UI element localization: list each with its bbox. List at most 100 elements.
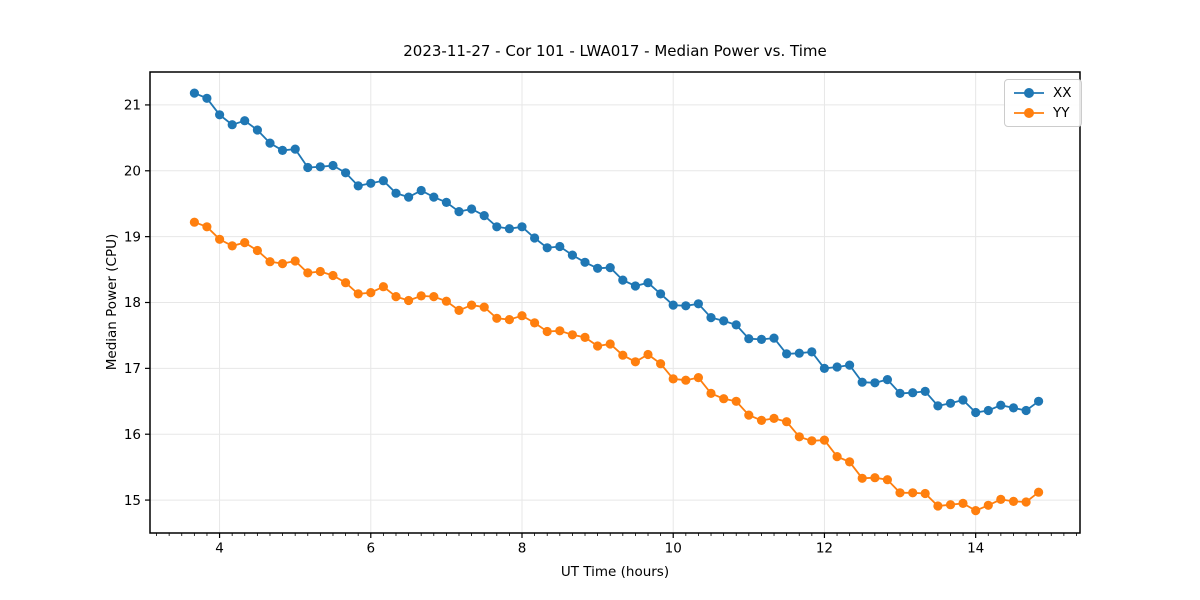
data-point bbox=[605, 263, 615, 273]
series-line-xx bbox=[194, 92, 1040, 414]
data-point bbox=[681, 375, 691, 385]
data-point bbox=[668, 374, 678, 384]
data-point bbox=[731, 396, 741, 406]
data-point bbox=[567, 330, 578, 340]
data-point bbox=[341, 278, 351, 288]
data-point bbox=[630, 281, 641, 291]
data-point bbox=[920, 386, 930, 396]
data-point bbox=[593, 341, 603, 351]
data-point bbox=[555, 326, 565, 336]
data-point bbox=[719, 316, 729, 326]
chart-title: 2023-11-27 - Cor 101 - LWA017 - Median P… bbox=[403, 42, 827, 60]
data-point bbox=[807, 347, 817, 357]
y-axis: 15 16 17 18 19 20 21 bbox=[124, 98, 150, 509]
y-tick-label: 21 bbox=[124, 98, 141, 114]
data-point bbox=[366, 288, 376, 298]
data-point bbox=[555, 241, 565, 252]
data-point bbox=[517, 311, 527, 321]
series-line-yy bbox=[194, 221, 1040, 512]
data-point bbox=[794, 432, 804, 442]
data-point bbox=[454, 305, 464, 315]
data-point bbox=[782, 417, 792, 427]
data-point bbox=[240, 116, 250, 126]
data-point bbox=[315, 266, 325, 277]
data-point bbox=[933, 501, 943, 511]
data-point bbox=[227, 120, 237, 130]
data-point bbox=[857, 473, 867, 483]
data-point bbox=[517, 222, 527, 232]
x-axis: 4 6 8 10 12 14 bbox=[215, 533, 984, 557]
data-point bbox=[630, 357, 641, 367]
data-point bbox=[794, 348, 804, 358]
data-point bbox=[215, 110, 225, 120]
data-point bbox=[504, 224, 514, 234]
data-point bbox=[983, 405, 993, 416]
data-point bbox=[706, 388, 716, 398]
y-tick-label: 19 bbox=[124, 229, 141, 245]
data-point bbox=[1034, 487, 1044, 497]
data-point bbox=[882, 475, 893, 485]
data-point bbox=[404, 192, 414, 202]
data-point bbox=[429, 292, 439, 302]
legend-label-xx: XX bbox=[1053, 85, 1072, 101]
data-point bbox=[189, 217, 199, 227]
data-point bbox=[996, 494, 1006, 504]
data-point bbox=[328, 160, 338, 171]
data-point bbox=[1008, 496, 1019, 506]
data-point bbox=[252, 125, 262, 135]
data-point bbox=[882, 375, 893, 385]
data-point bbox=[605, 339, 615, 349]
y-tick-label: 15 bbox=[124, 493, 141, 509]
data-point bbox=[467, 300, 477, 310]
data-point bbox=[996, 400, 1006, 410]
data-point bbox=[782, 349, 792, 359]
data-point bbox=[215, 234, 225, 244]
data-point bbox=[945, 500, 956, 510]
data-point bbox=[681, 301, 691, 311]
data-point bbox=[467, 204, 477, 214]
data-point bbox=[328, 270, 338, 281]
data-point bbox=[441, 197, 451, 207]
data-point bbox=[290, 256, 300, 266]
data-point bbox=[693, 299, 704, 309]
data-point bbox=[277, 259, 288, 269]
data-point bbox=[618, 275, 628, 285]
data-point bbox=[857, 377, 867, 387]
data-point bbox=[227, 241, 237, 251]
data-point bbox=[202, 222, 212, 232]
data-point bbox=[378, 176, 388, 186]
data-point bbox=[971, 407, 981, 418]
data-point bbox=[303, 162, 313, 173]
data-point bbox=[895, 388, 905, 398]
data-point bbox=[870, 473, 880, 483]
y-tick-label: 16 bbox=[124, 427, 141, 443]
data-point bbox=[580, 257, 590, 267]
axes-box bbox=[149, 71, 1081, 534]
legend-line-marker-icon bbox=[1014, 108, 1044, 118]
data-point bbox=[832, 362, 842, 372]
data-point bbox=[895, 488, 905, 498]
data-point bbox=[202, 93, 212, 103]
data-point bbox=[277, 145, 288, 155]
data-point bbox=[769, 413, 779, 423]
data-point bbox=[845, 360, 855, 370]
data-point bbox=[593, 263, 603, 273]
data-point bbox=[240, 238, 250, 248]
data-point bbox=[479, 302, 489, 312]
data-point bbox=[731, 320, 741, 330]
data-point bbox=[366, 178, 376, 188]
data-point bbox=[1021, 497, 1031, 507]
data-point bbox=[542, 326, 552, 337]
data-point bbox=[492, 313, 502, 323]
data-point bbox=[819, 435, 830, 445]
data-point bbox=[341, 168, 351, 178]
data-point bbox=[580, 332, 590, 342]
data-point bbox=[618, 350, 628, 360]
gridlines bbox=[150, 72, 1080, 533]
data-point bbox=[983, 500, 993, 510]
x-axis-label: UT Time (hours) bbox=[560, 564, 670, 580]
data-point bbox=[1008, 403, 1019, 413]
legend-line-marker-icon bbox=[1014, 88, 1044, 98]
x-tick-label: 6 bbox=[366, 541, 375, 557]
